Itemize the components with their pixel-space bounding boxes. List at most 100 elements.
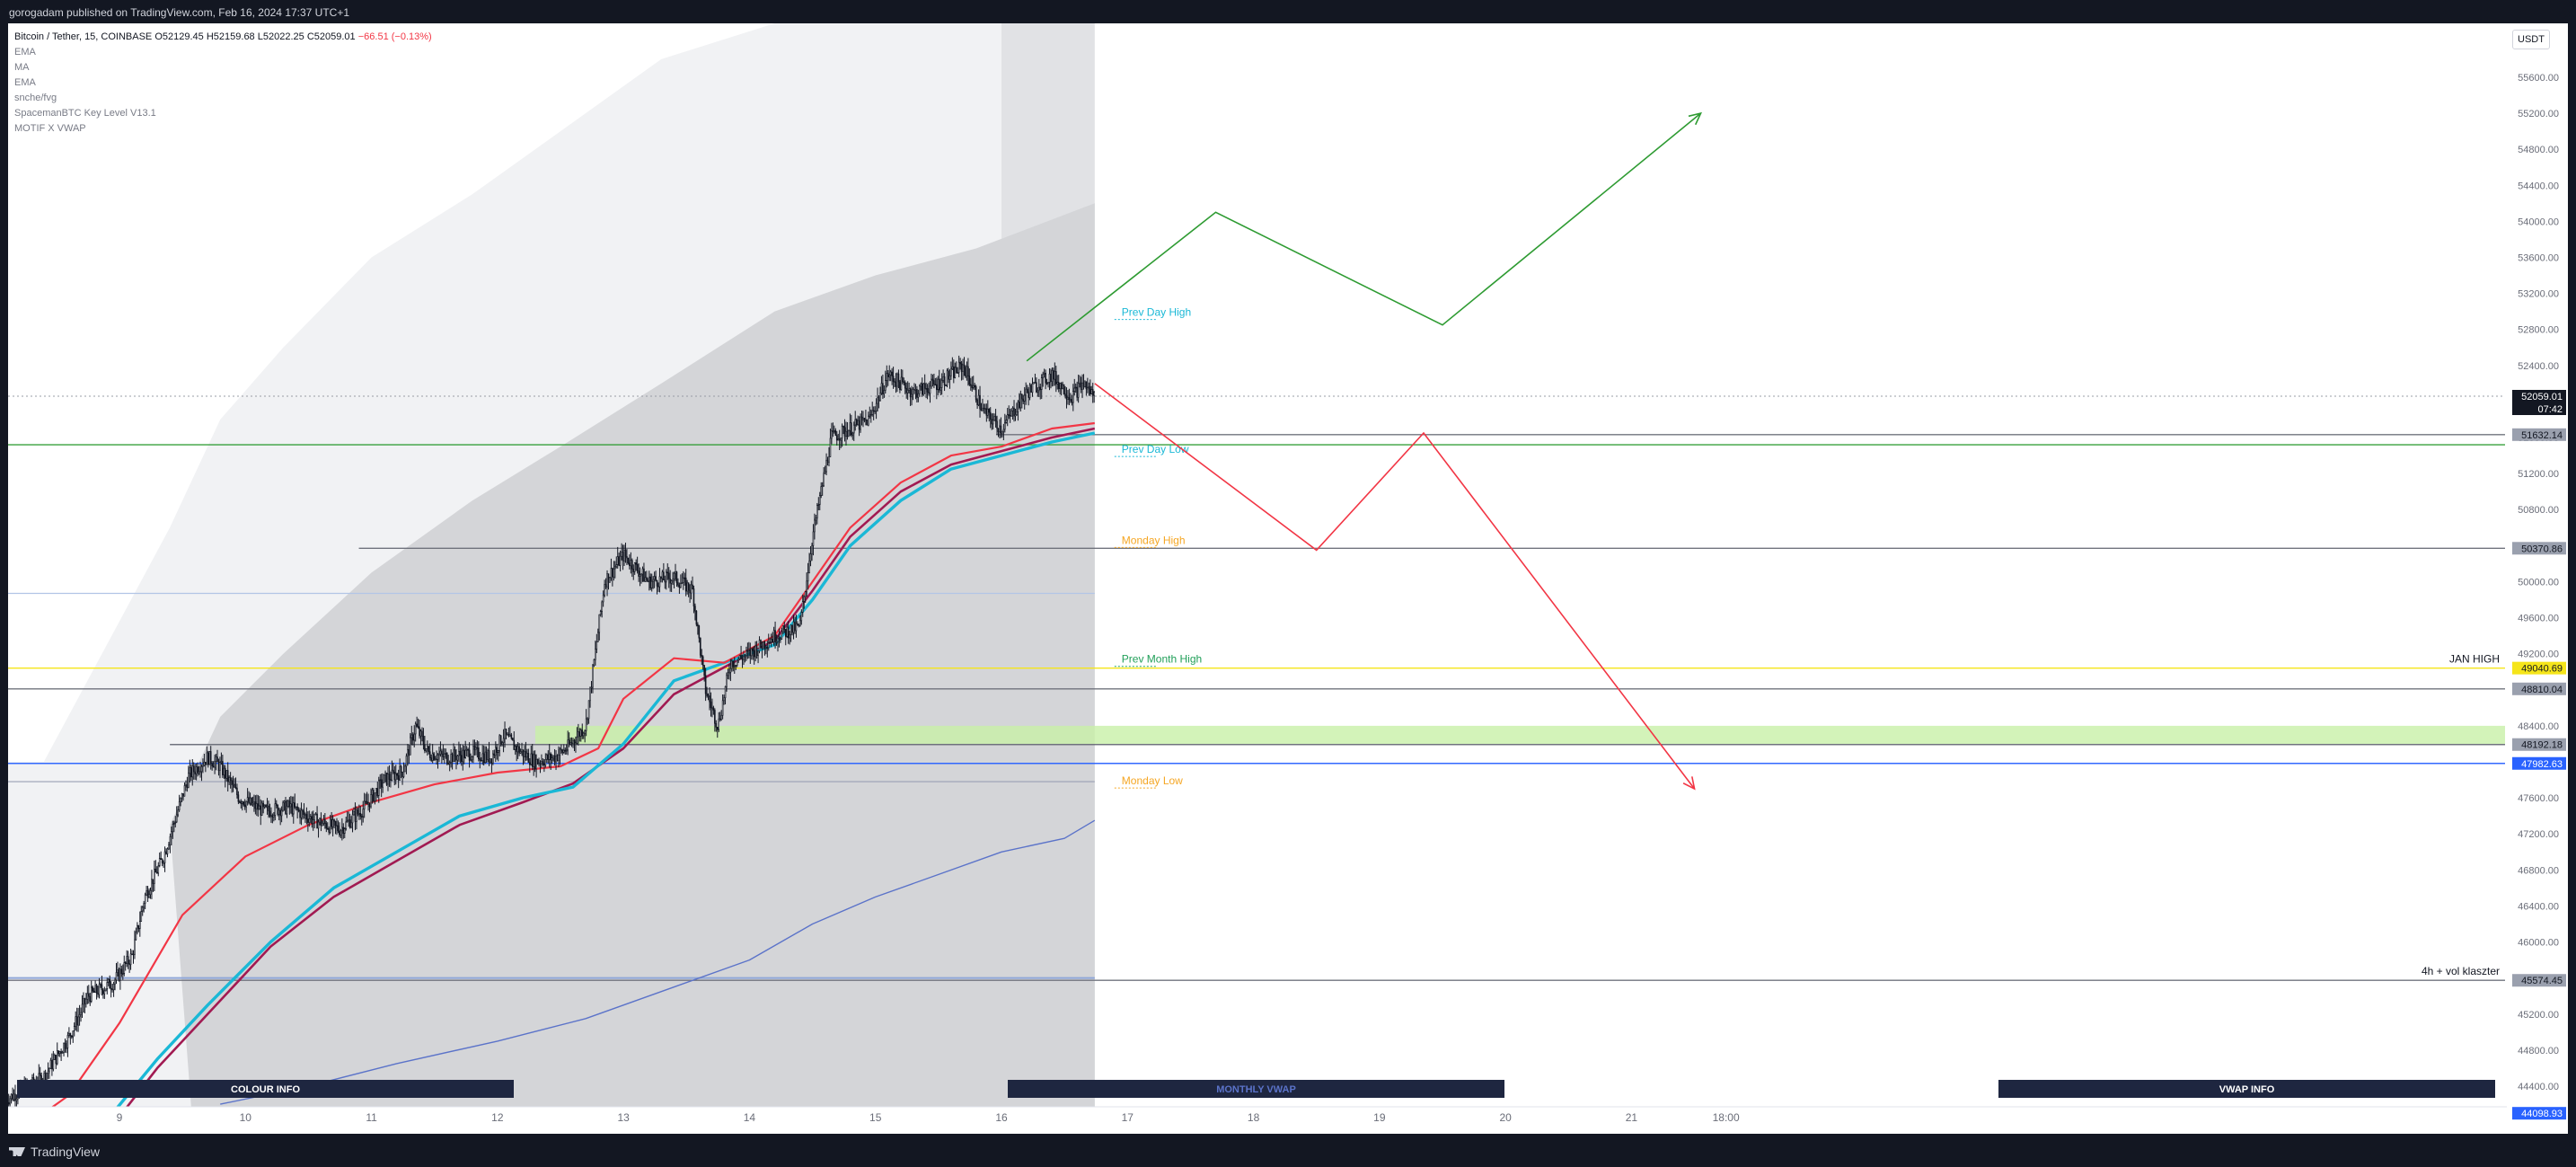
candle-body [322, 819, 325, 824]
candle-body [948, 376, 951, 380]
candle-body [228, 777, 230, 782]
candle-body [1057, 382, 1060, 389]
candle-body [504, 729, 506, 739]
candle-body [681, 582, 684, 585]
candle-body [602, 594, 604, 603]
price-tick-10: 48400.00 [2518, 721, 2559, 732]
candle-body [413, 733, 416, 741]
candle-body [451, 754, 454, 763]
price-tag-bg-4 [2512, 661, 2566, 675]
currency-button[interactable]: USDT [2512, 30, 2550, 49]
candle-body [100, 984, 101, 986]
candle-body [887, 373, 889, 377]
candle-body [585, 718, 587, 731]
legend-indicator-vwap[interactable]: MOTIF X VWAP [14, 123, 86, 134]
candle-body [572, 739, 574, 744]
candle-body [174, 821, 177, 824]
candle-body [1011, 407, 1014, 411]
candle-body [933, 380, 935, 385]
candle-body [972, 385, 975, 389]
candle-body [1025, 388, 1027, 396]
tradingview-logo[interactable]: TradingView [9, 1145, 100, 1159]
candle-body [786, 626, 789, 637]
time-tick-11: 20 [1499, 1111, 1512, 1124]
candle-body [1034, 382, 1037, 384]
candle-body [166, 848, 169, 854]
candle-body [723, 697, 725, 702]
chart-svg[interactable]: JAN HIGH 4h + vol klaszter Prev Day High Pr… [8, 23, 2568, 1134]
candle-body [729, 667, 732, 673]
candle-body [1022, 398, 1025, 402]
candle-body [148, 894, 150, 898]
candle-body [468, 749, 471, 761]
candle-body [1068, 397, 1071, 401]
candle-body [498, 735, 500, 751]
legend-indicator-fvg[interactable]: snche/fvg [14, 93, 57, 103]
candle-body [334, 820, 337, 826]
candle-body [265, 805, 267, 808]
candle-body [300, 809, 303, 818]
candle-body [72, 1030, 75, 1038]
candle-body [782, 625, 784, 632]
legend-indicator-ma[interactable]: MA [14, 62, 30, 73]
candle-body [226, 770, 229, 782]
candle-body [596, 632, 599, 642]
candle-body [682, 577, 684, 583]
candle-body [731, 660, 733, 669]
candle-body [938, 378, 940, 391]
chart-area[interactable]: JAN HIGH 4h + vol klaszter Prev Day High Pr… [8, 23, 2568, 1134]
candle-body [337, 825, 340, 832]
candle-body [714, 710, 716, 724]
candle-body [576, 736, 578, 744]
candle-body [689, 589, 691, 594]
candle-body [544, 758, 547, 766]
candle-body [626, 556, 628, 559]
legend-indicator-ema-2[interactable]: EMA [14, 77, 36, 88]
candle-body [348, 819, 349, 821]
candle-body [237, 794, 240, 802]
candle-body [928, 392, 930, 394]
candle-body [437, 755, 439, 760]
candle-body [1047, 382, 1049, 384]
candle-body [447, 763, 450, 765]
candle-body [937, 378, 940, 391]
candle-body [857, 420, 859, 426]
key-level-label-1: Prev Day Low [1122, 443, 1189, 455]
price-tag-3: 50370.86 [2521, 544, 2563, 554]
candle-body [911, 393, 913, 398]
candle-body [287, 800, 289, 807]
candle-body [288, 800, 291, 808]
candle-body [428, 746, 430, 752]
projection-down-arrowhead [1682, 776, 1696, 791]
candle-body [229, 777, 232, 782]
candle-body [165, 851, 167, 854]
candle-body [936, 384, 938, 391]
candle-body [249, 797, 251, 804]
candle-body [89, 995, 92, 1002]
candle-body [687, 582, 690, 591]
candle-body [190, 767, 192, 778]
legend-indicator-ema-1[interactable]: EMA [14, 47, 36, 57]
candle-body [444, 753, 446, 757]
candle-body [397, 774, 400, 781]
candle-body [115, 972, 118, 981]
candle-body [154, 868, 157, 873]
candle-body [405, 756, 408, 767]
level-label-8: 4h + vol klaszter [2422, 965, 2500, 977]
candle-body [430, 757, 433, 761]
candle-body [253, 801, 255, 804]
candle-body [169, 835, 172, 846]
candle-body [996, 420, 998, 429]
candle-body [290, 803, 292, 808]
candle-body [975, 386, 977, 401]
legend-indicator-key-level[interactable]: SpacemanBTC Key Level V13.1 [14, 108, 156, 119]
candle-body [613, 566, 616, 570]
candle-body [271, 815, 274, 818]
candle-body [658, 576, 661, 588]
candle-body [241, 801, 243, 804]
candle-body [854, 419, 857, 426]
candle-body [828, 456, 830, 463]
candle-body [909, 388, 912, 398]
candle-body [536, 758, 539, 765]
candle-body [297, 809, 300, 811]
